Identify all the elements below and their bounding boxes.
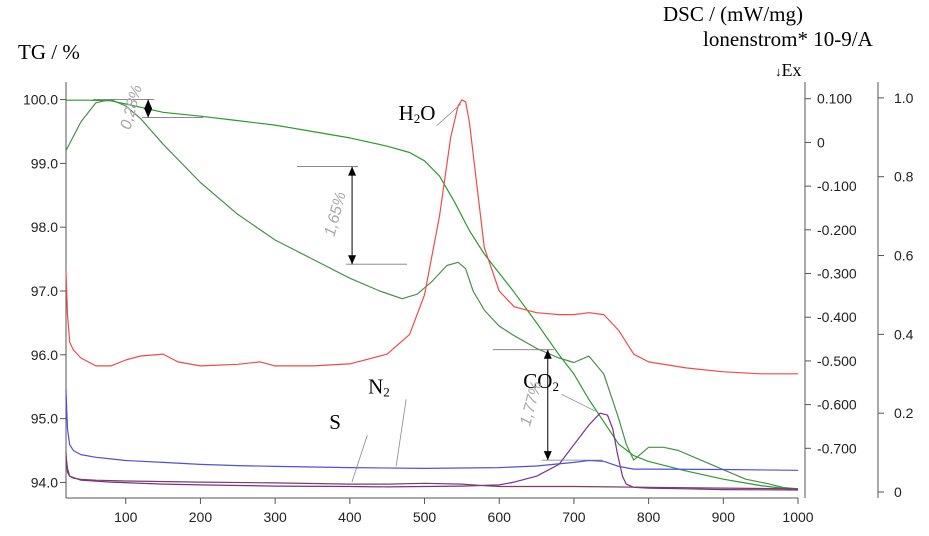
mass-step-label: 1,65% bbox=[322, 190, 350, 238]
gas-label-tail: O bbox=[420, 101, 435, 125]
gas-label-main: N bbox=[368, 374, 383, 398]
x-tick-label: 1000 bbox=[782, 509, 813, 525]
series-n2-line bbox=[65, 389, 799, 471]
y-left-tick-label: 94.0 bbox=[31, 474, 58, 490]
x-tick-label: 900 bbox=[712, 509, 736, 525]
x-tick-label: 100 bbox=[114, 509, 138, 525]
series-dtg-line bbox=[65, 98, 799, 490]
y-dsc-tick-label: -0.200 bbox=[817, 222, 857, 238]
gas-label-subscript: 2 bbox=[552, 379, 559, 394]
x-tick-label: 400 bbox=[338, 509, 362, 525]
y-left-tick-label: 95.0 bbox=[31, 411, 58, 427]
x-tick-label: 700 bbox=[562, 509, 586, 525]
y-dsc-tick-label: -0.700 bbox=[817, 440, 857, 456]
gas-label-main: S bbox=[329, 410, 341, 434]
series-s-line bbox=[65, 452, 799, 490]
mass-step-1: 0,28% bbox=[93, 83, 204, 131]
series-h2o-line bbox=[65, 99, 798, 375]
x-tick-label: 200 bbox=[189, 509, 213, 525]
y-left-tick-label: 99.0 bbox=[31, 155, 58, 171]
series-layer bbox=[65, 98, 799, 491]
y-ion-tick-label: 0.8 bbox=[894, 169, 914, 185]
y-dsc-tick-label: 0 bbox=[817, 134, 825, 150]
series-tg-line bbox=[66, 99, 799, 491]
mass-step-label: 1,77% bbox=[517, 380, 545, 428]
y-dsc-tick-label: -0.100 bbox=[817, 178, 857, 194]
y-axis-ion-current-title: lonenstrom* 10-9/A bbox=[703, 27, 873, 51]
x-tick-label: 600 bbox=[488, 509, 512, 525]
y-dsc-tick-label: -0.500 bbox=[817, 353, 857, 369]
mass-step-arrow-up-icon bbox=[543, 349, 552, 359]
gas-leader-s bbox=[351, 434, 368, 483]
gas-label-h2o: H2O bbox=[399, 101, 436, 126]
y-axis-left-title: TG / % bbox=[18, 40, 80, 64]
series-co2-line bbox=[65, 412, 799, 491]
gas-label-subscript: 2 bbox=[383, 384, 390, 399]
y-dsc-tick-label: -0.400 bbox=[817, 309, 857, 325]
y-dsc-tick-label: 0.100 bbox=[817, 91, 852, 107]
y-ion-tick-label: 0.2 bbox=[894, 405, 914, 421]
y-ion-tick-label: 0.4 bbox=[894, 326, 914, 342]
exo-direction-label: ↓Ex bbox=[775, 60, 802, 81]
mass-step-arrow-down-icon bbox=[144, 108, 153, 118]
gas-label-s: S bbox=[329, 410, 341, 434]
mass-step-arrow-up-icon bbox=[144, 99, 153, 109]
y-dsc-tick-label: -0.600 bbox=[817, 397, 857, 413]
y-dsc-tick-label: -0.300 bbox=[817, 266, 857, 282]
y-ion-tick-label: 0 bbox=[894, 484, 902, 500]
mass-step-arrow-up-icon bbox=[348, 166, 357, 176]
exo-down-arrow-icon: ↓ bbox=[775, 64, 782, 79]
axes-layer: 100 200 300 400 500 600 700 800 900 100094.095.09… bbox=[23, 82, 914, 525]
mass-step-3: 1,77% bbox=[492, 349, 603, 461]
gas-label-subscript: 2 bbox=[414, 111, 421, 126]
y-left-tick-label: 98.0 bbox=[31, 219, 58, 235]
x-tick-label: 500 bbox=[413, 509, 437, 525]
exo-text: Ex bbox=[781, 60, 802, 80]
x-tick-label: 800 bbox=[637, 509, 661, 525]
gas-label-main: H bbox=[399, 101, 414, 125]
y-left-tick-label: 100.0 bbox=[23, 92, 58, 108]
y-axis-dsc-title: DSC / (mW/mg) bbox=[663, 2, 803, 26]
y-ion-tick-label: 1.0 bbox=[894, 90, 914, 106]
mass-step-2: 1,65% bbox=[297, 166, 408, 265]
gas-leader-n2 bbox=[395, 399, 407, 467]
x-tick-label: 300 bbox=[263, 509, 287, 525]
y-left-tick-label: 97.0 bbox=[31, 283, 58, 299]
gas-leader-co2 bbox=[561, 393, 596, 412]
y-ion-tick-label: 0.6 bbox=[894, 248, 914, 264]
gas-leader-h2o bbox=[436, 103, 462, 127]
y-left-tick-label: 96.0 bbox=[31, 347, 58, 363]
gas-label-n2: N2 bbox=[368, 374, 390, 399]
mass-step-arrow-down-icon bbox=[543, 451, 552, 461]
mass-step-arrow-down-icon bbox=[348, 255, 357, 265]
